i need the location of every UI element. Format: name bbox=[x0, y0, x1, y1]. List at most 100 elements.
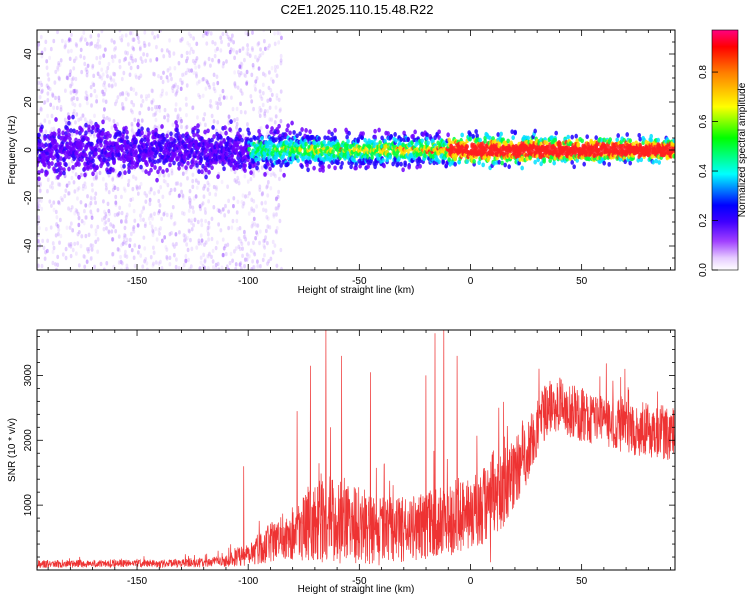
spectrogram-noise-cell bbox=[129, 197, 133, 203]
spectrogram-noise-cell bbox=[55, 267, 58, 270]
spectrogram-noise-cell bbox=[216, 105, 220, 111]
spectrogram-noise-cell bbox=[96, 45, 100, 50]
spectrogram-noise-cell bbox=[129, 55, 133, 61]
spectrogram-noise-cell bbox=[102, 92, 105, 97]
spectrogram-noise-cell bbox=[130, 123, 134, 129]
spectrogram-y-tick-label: 20 bbox=[23, 96, 34, 108]
spectrogram-noise-cell bbox=[122, 235, 126, 240]
spectrogram-band-cell bbox=[566, 134, 570, 140]
spectrogram-band-cell bbox=[188, 136, 192, 141]
spectrogram-noise-cell bbox=[258, 184, 262, 189]
spectrogram-band-cell bbox=[126, 139, 130, 145]
spectrogram-noise-cell bbox=[176, 116, 180, 122]
spectrogram-noise-cell bbox=[91, 65, 95, 70]
spectrogram-noise-cell bbox=[275, 96, 279, 101]
spectrogram-noise-cell bbox=[219, 93, 222, 99]
spectrogram-noise-cell bbox=[150, 106, 154, 112]
spectrogram-noise-cell bbox=[131, 58, 135, 64]
colorbar-tick-label: 0.4 bbox=[698, 164, 709, 178]
spectrogram-noise-cell bbox=[184, 258, 188, 263]
spectrogram-y-label: Frequency (Hz) bbox=[7, 116, 18, 185]
spectrogram-noise-cell bbox=[46, 98, 50, 103]
spectrogram-noise-cell bbox=[48, 199, 52, 204]
spectrogram-noise-cell bbox=[82, 220, 86, 226]
spectrogram-noise-cell bbox=[67, 191, 70, 196]
spectrogram-noise-cell bbox=[116, 247, 120, 252]
spectrogram-band-cell bbox=[184, 165, 188, 171]
spectrogram-band-cell bbox=[331, 149, 335, 154]
spectrogram-noise-cell bbox=[219, 48, 223, 53]
spectrogram-band-cell bbox=[73, 154, 77, 160]
spectrogram-noise-cell bbox=[233, 169, 237, 175]
spectrogram-noise-cell bbox=[131, 196, 135, 202]
spectrogram-noise-cell bbox=[246, 122, 249, 127]
spectrogram-noise-cell bbox=[124, 241, 128, 246]
spectrogram-noise-cell bbox=[122, 239, 126, 245]
spectrogram-noise-cell bbox=[136, 250, 140, 255]
spectrogram-noise-cell bbox=[43, 47, 47, 52]
spectrogram-noise-cell bbox=[153, 112, 157, 117]
spectrogram-noise-cell bbox=[279, 53, 283, 59]
spectrogram-noise-cell bbox=[98, 74, 102, 79]
spectrogram-noise-cell bbox=[94, 191, 98, 196]
spectrogram-noise-cell bbox=[70, 96, 74, 102]
spectrogram-noise-cell bbox=[46, 91, 50, 96]
spectrogram-band-cell bbox=[86, 164, 90, 170]
spectrogram-noise-cell bbox=[172, 51, 176, 56]
spectrogram-noise-cell bbox=[266, 98, 270, 103]
spectrogram-noise-cell bbox=[239, 88, 243, 93]
spectrogram-band-cell bbox=[388, 154, 392, 160]
spectrogram-noise-cell bbox=[91, 81, 95, 86]
spectrogram-band-cell bbox=[282, 151, 286, 157]
spectrogram-band-cell bbox=[274, 137, 278, 143]
spectrogram-noise-cell bbox=[57, 63, 61, 68]
spectrogram-noise-cell bbox=[79, 37, 83, 43]
spectrogram-noise-cell bbox=[268, 43, 271, 48]
spectrogram-noise-cell bbox=[241, 204, 245, 209]
spectrogram-band-cell bbox=[229, 119, 233, 125]
spectrogram-noise-cell bbox=[216, 46, 219, 52]
spectrogram-noise-cell bbox=[214, 48, 218, 53]
spectrogram-noise-cell bbox=[85, 69, 89, 75]
spectrogram-band-cell bbox=[401, 142, 405, 148]
spectrogram-noise-cell bbox=[235, 121, 239, 127]
snr-x-tick-label: 0 bbox=[468, 576, 474, 587]
spectrogram-noise-cell bbox=[121, 101, 124, 107]
spectrogram-band-cell bbox=[336, 160, 340, 166]
spectrogram-noise-cell bbox=[158, 108, 162, 113]
spectrogram-noise-cell bbox=[251, 47, 254, 53]
spectrogram-noise-cell bbox=[238, 48, 242, 53]
spectrogram-noise-cell bbox=[143, 246, 147, 251]
spectrogram-noise-cell bbox=[197, 180, 200, 185]
spectrogram-noise-cell bbox=[89, 243, 93, 248]
spectrogram-band-cell bbox=[130, 156, 134, 162]
spectrogram-band-cell bbox=[321, 168, 325, 173]
spectrogram-band-cell bbox=[552, 160, 556, 166]
spectrogram-noise-cell bbox=[247, 211, 251, 216]
spectrogram-band-cell bbox=[638, 136, 643, 142]
spectrogram-band-cell bbox=[497, 159, 501, 165]
spectrogram-noise-cell bbox=[210, 216, 214, 221]
spectrogram-noise-cell bbox=[72, 89, 76, 94]
spectrogram-noise-cell bbox=[270, 117, 274, 122]
spectrogram-band-cell bbox=[468, 131, 472, 137]
spectrogram-noise-cell bbox=[259, 125, 263, 131]
spectrogram-noise-cell bbox=[57, 200, 61, 205]
spectrogram-noise-cell bbox=[133, 117, 137, 122]
spectrogram-noise-cell bbox=[91, 188, 94, 193]
spectrogram-noise-cell bbox=[186, 56, 189, 61]
spectrogram-noise-cell bbox=[171, 204, 175, 210]
spectrogram-band-cell bbox=[628, 160, 633, 166]
spectrogram-noise-cell bbox=[143, 30, 147, 35]
spectrogram-noise-cell bbox=[268, 97, 272, 102]
spectrogram-noise-cell bbox=[268, 117, 272, 122]
spectrogram-noise-cell bbox=[171, 88, 175, 94]
spectrogram-noise-cell bbox=[252, 199, 256, 204]
spectrogram-noise-cell bbox=[155, 57, 159, 62]
spectrogram-band-cell bbox=[333, 165, 337, 171]
spectrogram-noise-cell bbox=[39, 198, 43, 204]
spectrogram-noise-cell bbox=[219, 101, 222, 106]
spectrogram-noise-cell bbox=[185, 112, 188, 118]
spectrogram-noise-cell bbox=[188, 266, 192, 270]
spectrogram-noise-cell bbox=[146, 267, 149, 270]
